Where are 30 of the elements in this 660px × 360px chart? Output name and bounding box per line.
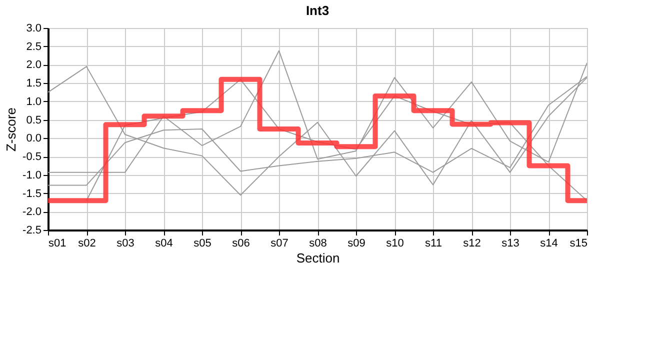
x-tick-label: s11 [425,238,442,250]
x-tick-label: s07 [270,238,288,250]
x-tick-label: s01 [48,238,66,250]
x-tick-label: s03 [116,238,134,250]
y-tick-label: 3.0 [26,22,42,34]
y-tick-label: 1.5 [26,78,42,90]
x-tick-label: s10 [386,238,404,250]
chart-title: Int3 [306,3,330,18]
y-tick-label: -1.0 [22,169,42,182]
y-tick-label: -1.5 [22,188,42,200]
x-tick-label: s13 [502,238,520,250]
y-tick-label: 2.0 [26,59,42,72]
y-tick-label: 1.0 [26,96,42,108]
y-axis-title: Z-score [4,107,19,152]
y-tick-label: -2.0 [22,206,42,218]
x-tick-label: s05 [194,238,212,250]
x-tick-label: s04 [155,238,173,250]
y-tick-label: 2.5 [26,40,42,53]
x-axis-title: Section [296,250,340,266]
x-tick-label: s15 [570,238,588,250]
x-tick-label: s08 [309,238,327,250]
y-tick-label: -0.5 [22,151,42,164]
y-tick-label: 0.0 [26,132,42,145]
x-tick-label: s06 [232,238,250,250]
x-tick-label: s14 [540,238,558,250]
y-tick-label: -2.5 [22,224,42,236]
x-tick-label: s02 [78,238,96,250]
x-tick-label: s09 [348,238,366,250]
x-tick-label: s12 [463,238,481,250]
y-tick-label: 0.5 [26,114,42,126]
